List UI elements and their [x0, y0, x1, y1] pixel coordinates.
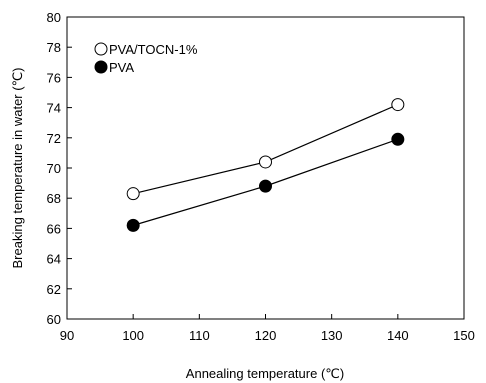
data-point-0-2: [391, 98, 405, 112]
x-tick-label: 150: [453, 328, 475, 343]
y-tick-label: 68: [47, 191, 61, 206]
x-axis: 90 100 110 120 130 140 150: [60, 314, 475, 343]
x-tick-label: 110: [189, 328, 210, 343]
data-point-1-1: [259, 179, 272, 193]
y-tick-label: 60: [47, 312, 61, 327]
y-tick-label: 70: [47, 161, 61, 176]
y-tick-label: 64: [47, 252, 61, 267]
y-tick-label: 76: [47, 70, 61, 85]
x-tick-label: 120: [255, 328, 277, 343]
legend-marker-pva: [94, 60, 108, 74]
legend-marker-pva-tocn: [94, 42, 108, 56]
y-axis-label: Breaking temperature in water (℃): [10, 67, 25, 268]
x-tick-label: 140: [387, 328, 409, 343]
x-tick-label: 130: [321, 328, 343, 343]
y-tick-label: 72: [47, 131, 61, 146]
legend-label-pva: PVA: [109, 60, 134, 75]
data-point-0-0: [126, 187, 140, 201]
legend: PVA/TOCN-1% PVA: [94, 42, 198, 75]
x-tick-label: 100: [122, 328, 144, 343]
y-tick-label: 66: [47, 221, 61, 236]
data-point-1-2: [391, 132, 405, 146]
x-tick-label: 90: [60, 328, 74, 343]
legend-label-pva-tocn: PVA/TOCN-1%: [109, 42, 198, 57]
y-tick-label: 80: [47, 10, 61, 25]
y-axis: 60 62 64 66 68 70 72 74 76 78 80: [47, 10, 72, 327]
x-axis-label: Annealing temperature (℃): [186, 366, 344, 381]
series-layer: [126, 98, 405, 232]
y-tick-label: 62: [47, 282, 61, 297]
data-point-1-0: [126, 218, 140, 232]
y-tick-label: 74: [47, 101, 61, 116]
data-point-0-1: [259, 155, 272, 169]
y-tick-label: 78: [47, 40, 61, 55]
